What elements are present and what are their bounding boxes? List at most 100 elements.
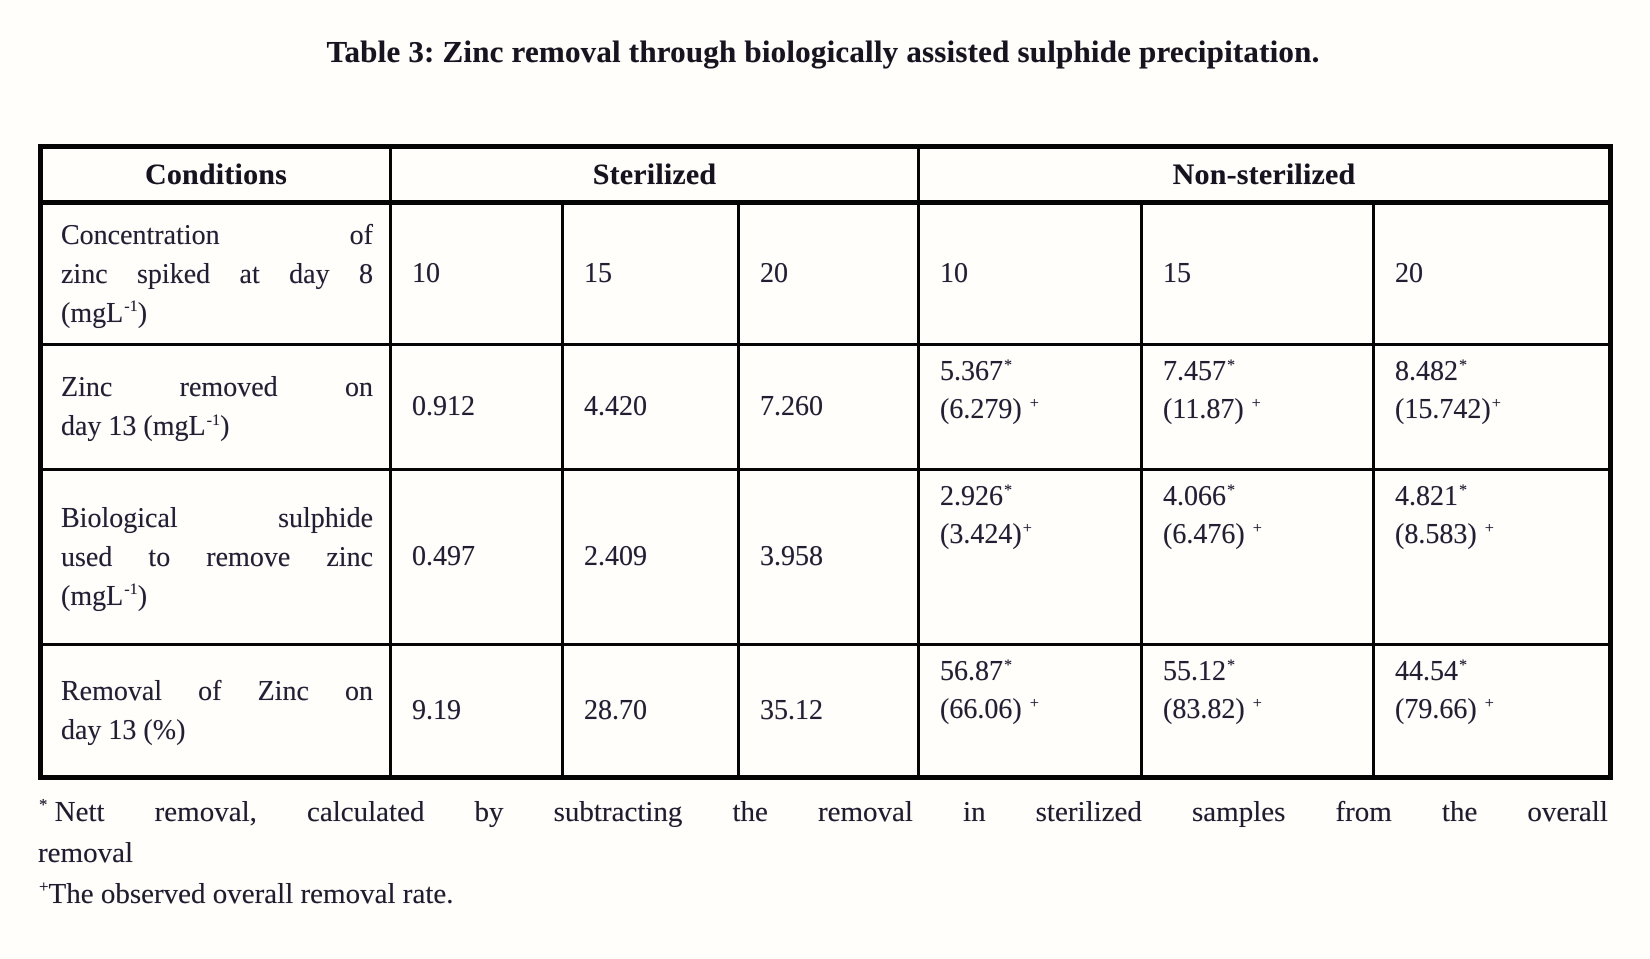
value-cell: 2.409 <box>561 468 740 646</box>
word: sterilized <box>1035 796 1142 828</box>
word: remove <box>206 541 291 573</box>
cell-value: 10 <box>412 258 440 289</box>
cell-overall-value: (8.583) + <box>1395 518 1494 550</box>
value-cell: 7.260 <box>736 343 921 471</box>
value-cell: 5.367* (6.279) + <box>917 343 1144 471</box>
header-cell-sterilized: Sterilized <box>388 145 921 205</box>
value-cell: 20 <box>736 201 921 346</box>
cell-overall-value: (66.06) + <box>940 693 1039 725</box>
table-row: Concentration of zinc spiked at day 8 (mgL-1) 10… <box>39 201 1613 346</box>
value-cell: 2.926* (3.424)+ <box>917 468 1144 646</box>
value-cell: 20 <box>1372 201 1613 346</box>
value-cell: 56.87* (66.06) + <box>917 643 1144 779</box>
word: on <box>345 372 373 403</box>
value-cell: 0.912 <box>389 343 564 471</box>
value-cell: 10 <box>389 201 564 346</box>
superscript-marker: * <box>1459 480 1468 499</box>
cell-overall-value: (15.742)+ <box>1395 393 1501 425</box>
cell-value: 9.19 <box>412 694 461 726</box>
cell-value: 0.912 <box>412 391 475 422</box>
word: sulphide <box>278 502 373 534</box>
cell-value: 44.54* <box>1395 655 1468 687</box>
word: overall <box>1527 796 1608 828</box>
cell-value: 56.87* <box>940 655 1013 687</box>
superscript-marker: * <box>1459 655 1468 674</box>
word: at <box>239 258 260 290</box>
superscript-marker: + <box>1484 693 1494 712</box>
table-row: Removal of Zinc on day 13 (%) 9.19 28.70 35.12 5… <box>39 643 1613 779</box>
word: used <box>61 541 113 573</box>
cell-value: 4.066* <box>1163 480 1236 512</box>
cell-value: 2.409 <box>584 541 647 572</box>
cell-value: 7.457* <box>1163 355 1236 387</box>
value-cell: 4.420 <box>561 343 740 471</box>
word: of <box>349 219 373 251</box>
footnote: +The observed overall removal rate. <box>38 874 1608 915</box>
superscript-marker: + <box>39 877 49 897</box>
superscript-marker: + <box>1491 393 1501 412</box>
cell-value: 20 <box>1395 258 1424 289</box>
word: samples <box>1191 796 1286 828</box>
table-row: Biological sulphide used to remove zinc (mgL-1… <box>39 468 1613 646</box>
row-label-cell: Biological sulphide used to remove zinc (mgL-1… <box>39 468 392 646</box>
word: calculated <box>306 796 425 828</box>
table-header-row: Conditions Sterilized Non-sterilized <box>39 145 1613 205</box>
word: +The observed overall removal rate. <box>39 877 454 910</box>
value-cell: 55.12* (83.82) + <box>1140 643 1376 779</box>
word: removal <box>817 796 913 828</box>
superscript-marker: * <box>1227 655 1236 674</box>
cell-overall-value: (3.424)+ <box>940 518 1032 550</box>
superscript-marker: + <box>1252 518 1262 537</box>
value-cell: 15 <box>561 201 740 346</box>
word: in <box>963 796 986 828</box>
cell-value: 3.958 <box>760 541 823 572</box>
cell-value: 4.821* <box>1395 480 1468 512</box>
word: zinc <box>61 258 108 290</box>
cell-value: 20 <box>760 258 788 289</box>
value-cell: 28.70 <box>561 643 740 779</box>
header-cell-non-sterilized: Non-sterilized <box>917 145 1613 205</box>
label-line: day 13 (%) <box>61 711 373 750</box>
footnote-line: removal <box>38 833 1608 874</box>
value-cell: 7.457* (11.87) + <box>1140 343 1376 471</box>
label-line: (mgL-1) <box>61 294 373 333</box>
footnote-line: * Nett removal, calculated by subtracting the… <box>38 792 1608 833</box>
cell-value: 35.12 <box>760 694 823 726</box>
word: the <box>732 796 768 828</box>
row-label-cell: Zinc removed on day 13 (mgL-1) <box>39 343 392 471</box>
cell-value: 8.482* <box>1395 355 1468 387</box>
word: Concentration <box>61 219 220 251</box>
superscript-marker: + <box>1251 393 1261 412</box>
row-label-cell: Concentration of zinc spiked at day 8 (mgL-1) <box>39 201 392 346</box>
value-cell: 10 <box>917 201 1144 346</box>
word: (mgL-1) <box>61 297 148 329</box>
label-line: Biological sulphide <box>61 499 373 538</box>
footnote: * Nett removal, calculated by subtracting the… <box>38 792 1608 874</box>
cell-value: 55.12* <box>1163 655 1236 687</box>
table-footnotes: * Nett removal, calculated by subtracting the… <box>38 792 1608 915</box>
footnote-line: +The observed overall removal rate. <box>38 874 1608 915</box>
word: spiked <box>137 258 211 290</box>
superscript-marker: * <box>1004 355 1013 374</box>
word: day 13 (%) <box>61 714 186 746</box>
value-cell: 44.54* (79.66) + <box>1372 643 1613 779</box>
superscript-marker: -1 <box>124 297 138 316</box>
word: of <box>198 675 222 707</box>
cell-value: 0.497 <box>412 541 475 572</box>
word: 8 <box>358 258 373 290</box>
zinc-removal-table: Conditions Sterilized Non-sterilized Conce… <box>38 144 1614 780</box>
value-cell: 8.482* (15.742)+ <box>1372 343 1613 471</box>
cell-overall-value: (83.82) + <box>1163 693 1262 725</box>
value-cell: 4.821* (8.583) + <box>1372 468 1613 646</box>
value-cell: 4.066* (6.476) + <box>1140 468 1376 646</box>
word: removal <box>38 837 134 869</box>
word: day <box>289 258 330 290</box>
row-label-cell: Removal of Zinc on day 13 (%) <box>39 643 392 779</box>
cell-value: 28.70 <box>584 694 647 726</box>
word: from <box>1335 796 1392 828</box>
value-cell: 35.12 <box>736 643 921 779</box>
superscript-marker: * <box>1004 480 1013 499</box>
word: day 13 (mgL-1) <box>61 410 230 442</box>
label-line: Removal of Zinc on <box>61 672 373 711</box>
superscript-marker: -1 <box>206 410 221 429</box>
